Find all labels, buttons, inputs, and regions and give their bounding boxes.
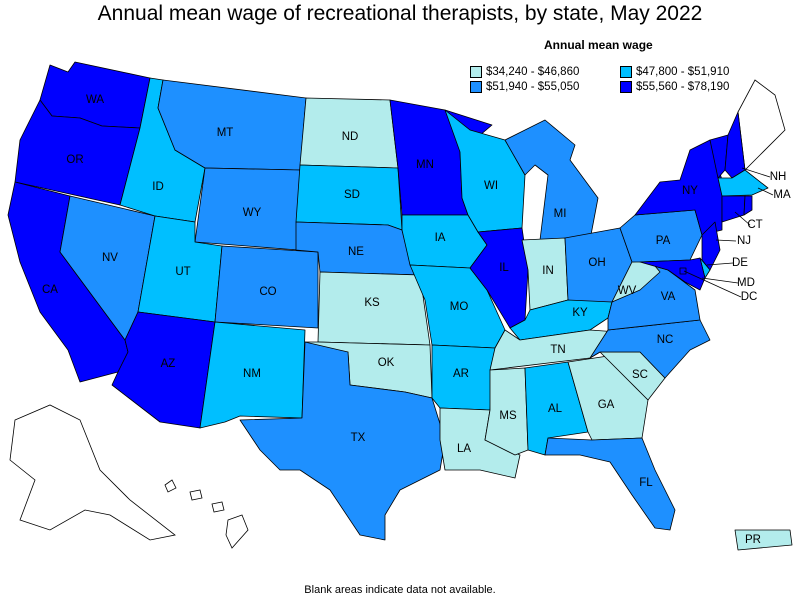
state-label-oh: OH [588, 257, 605, 269]
state-label-mi: MI [554, 208, 567, 220]
legend-swatch [470, 81, 482, 93]
state-label-ar: AR [453, 368, 469, 380]
legend-label: $47,800 - $51,910 [636, 66, 730, 78]
legend-swatch [470, 66, 482, 78]
state-label-al: AL [548, 403, 563, 415]
state-label-ct: CT [747, 219, 762, 231]
state-tx[interactable] [239, 341, 446, 541]
legend-item-bin-3: $51,940 - $55,050 [470, 81, 579, 93]
state-label-ca: CA [42, 284, 58, 296]
legend-swatch [620, 81, 632, 93]
leader-line-dc [683, 270, 742, 298]
state-label-mo: MO [450, 301, 469, 313]
state-label-ms: MS [499, 410, 517, 422]
leader-line-ct [734, 211, 751, 226]
state-label-de: DE [732, 257, 748, 269]
state-label-ne: NE [348, 246, 364, 258]
state-label-nh: NH [770, 171, 787, 183]
state-dc[interactable] [679, 267, 687, 275]
legend-item-bin-2: $47,800 - $51,910 [620, 66, 729, 78]
state-pr[interactable] [734, 529, 793, 551]
state-label-ky: KY [572, 307, 588, 319]
state-label-ia: IA [435, 232, 446, 244]
leader-line-ma [757, 187, 774, 196]
legend-label: $34,240 - $46,860 [486, 66, 580, 78]
state-label-nv: NV [102, 252, 118, 264]
leader-line-nj [715, 239, 737, 242]
state-fl[interactable] [544, 437, 676, 531]
state-label-nm: NM [243, 368, 261, 380]
state-me-no-data [737, 79, 786, 171]
state-label-nj: NJ [737, 235, 751, 247]
leader-line-de [706, 262, 734, 266]
state-label-ok: OK [378, 357, 395, 369]
state-label-ut: UT [175, 266, 190, 278]
state-label-nd: ND [342, 131, 359, 143]
state-label-wi: WI [484, 180, 498, 192]
state-label-az: AZ [161, 358, 176, 370]
state-label-sd: SD [344, 189, 360, 201]
legend-item-bin-4: $55,560 - $78,190 [620, 81, 729, 93]
state-label-fl: FL [639, 477, 653, 489]
legend-label: $55,560 - $78,190 [636, 81, 730, 93]
state-nj[interactable] [701, 221, 721, 271]
state-label-ny: NY [682, 185, 698, 197]
legend-label: $51,940 - $55,050 [486, 81, 580, 93]
state-label-dc: DC [741, 291, 758, 303]
labels-layer: WA OR CA NV ID MT WY UT AZ CO NM ND SD NE KS OK TX MN IA MO… [42, 94, 791, 546]
state-label-or: OR [66, 154, 83, 166]
state-label-id: ID [152, 181, 164, 193]
state-hi-no-data [164, 479, 249, 549]
leader-line-md [701, 277, 739, 284]
state-label-in: IN [542, 265, 554, 277]
state-label-md: MD [737, 277, 755, 289]
state-label-wv: WV [618, 285, 637, 297]
state-md[interactable] [639, 257, 706, 291]
state-label-ma: MA [773, 189, 791, 201]
map-title: Annual mean wage of recreational therapi… [97, 2, 703, 25]
state-ri[interactable] [743, 195, 753, 216]
legend-swatch [620, 66, 632, 78]
state-label-wa: WA [86, 94, 104, 106]
state-nm[interactable] [199, 321, 306, 429]
state-label-tn: TN [550, 344, 565, 356]
state-label-nc: NC [657, 334, 674, 346]
state-label-ga: GA [598, 399, 615, 411]
state-label-wy: WY [243, 207, 262, 219]
states-layer [7, 61, 793, 551]
state-label-ks: KS [364, 297, 380, 309]
footnote: Blank areas indicate data not available. [304, 584, 496, 596]
state-label-va: VA [661, 291, 676, 303]
state-label-tx: TX [351, 432, 366, 444]
state-label-sc: SC [632, 369, 648, 381]
state-label-il: IL [499, 262, 509, 274]
leader-line-nh [741, 167, 771, 178]
legend-title: Annual mean wage [544, 38, 653, 52]
state-label-mn: MN [416, 159, 434, 171]
legend-item-bin-1: $34,240 - $46,860 [470, 66, 579, 78]
state-label-pr: PR [745, 534, 761, 546]
state-label-pa: PA [656, 235, 671, 247]
state-ak-no-data [9, 404, 176, 541]
state-label-la: LA [457, 443, 471, 455]
state-label-co: CO [259, 286, 276, 298]
state-label-mt: MT [217, 127, 234, 139]
